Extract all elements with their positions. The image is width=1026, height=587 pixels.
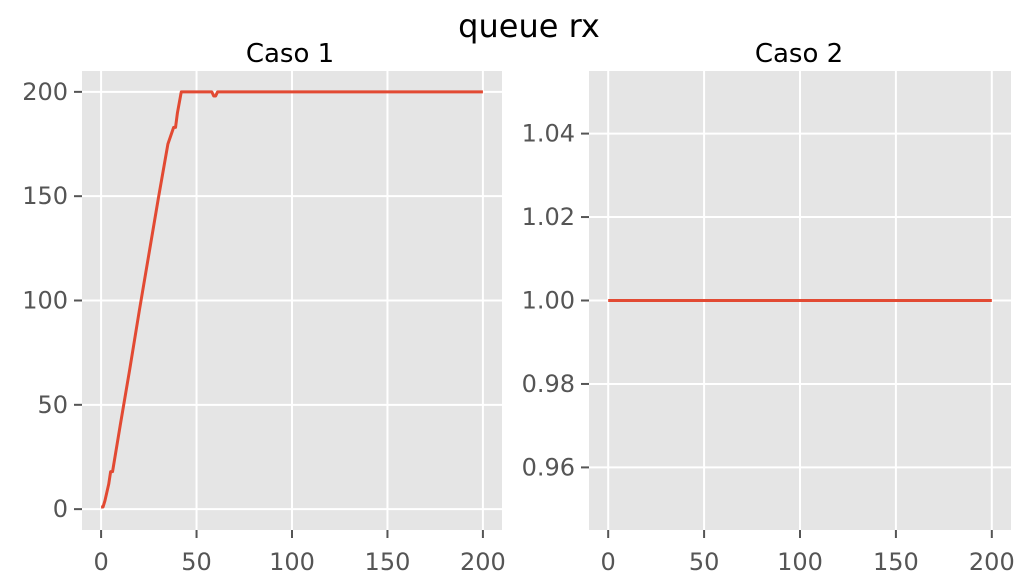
y-tick-label: 0 (53, 495, 68, 523)
x-tick-label: 150 (873, 548, 919, 576)
x-tick-label: 100 (269, 548, 315, 576)
series-line (101, 90, 483, 509)
x-tick-label: 200 (969, 548, 1015, 576)
x-tick-label: 0 (601, 548, 616, 576)
subplot-caso-2: 0 50 100 150 200 0.96 0.98 1.00 1.02 1.04 Caso 2 (522, 39, 1015, 576)
x-tick-label: 0 (93, 548, 108, 576)
y-tick-label: 1.02 (522, 203, 575, 231)
y-tick-label: 1.00 (522, 287, 575, 315)
y-tick-label: 200 (22, 78, 68, 106)
x-tick-label: 200 (460, 548, 506, 576)
x-tick-label: 150 (365, 548, 411, 576)
y-tick-label: 150 (22, 182, 68, 210)
x-tick-label: 100 (777, 548, 823, 576)
figure-title: queue rx (458, 7, 600, 45)
y-tick-label: 1.04 (522, 120, 575, 148)
x-tick-label: 50 (181, 548, 212, 576)
y-tick-label: 50 (37, 391, 68, 419)
x-tick-label: 50 (689, 548, 720, 576)
subplot-title: Caso 1 (246, 39, 334, 69)
y-tick-label: 0.96 (522, 453, 575, 481)
y-tick-label: 0.98 (522, 370, 575, 398)
subplot-title: Caso 2 (755, 39, 843, 69)
subplot-caso-1: 0 50 100 150 200 0 50 100 150 200 Caso 1 (22, 39, 506, 576)
y-tick-label: 100 (22, 287, 68, 315)
